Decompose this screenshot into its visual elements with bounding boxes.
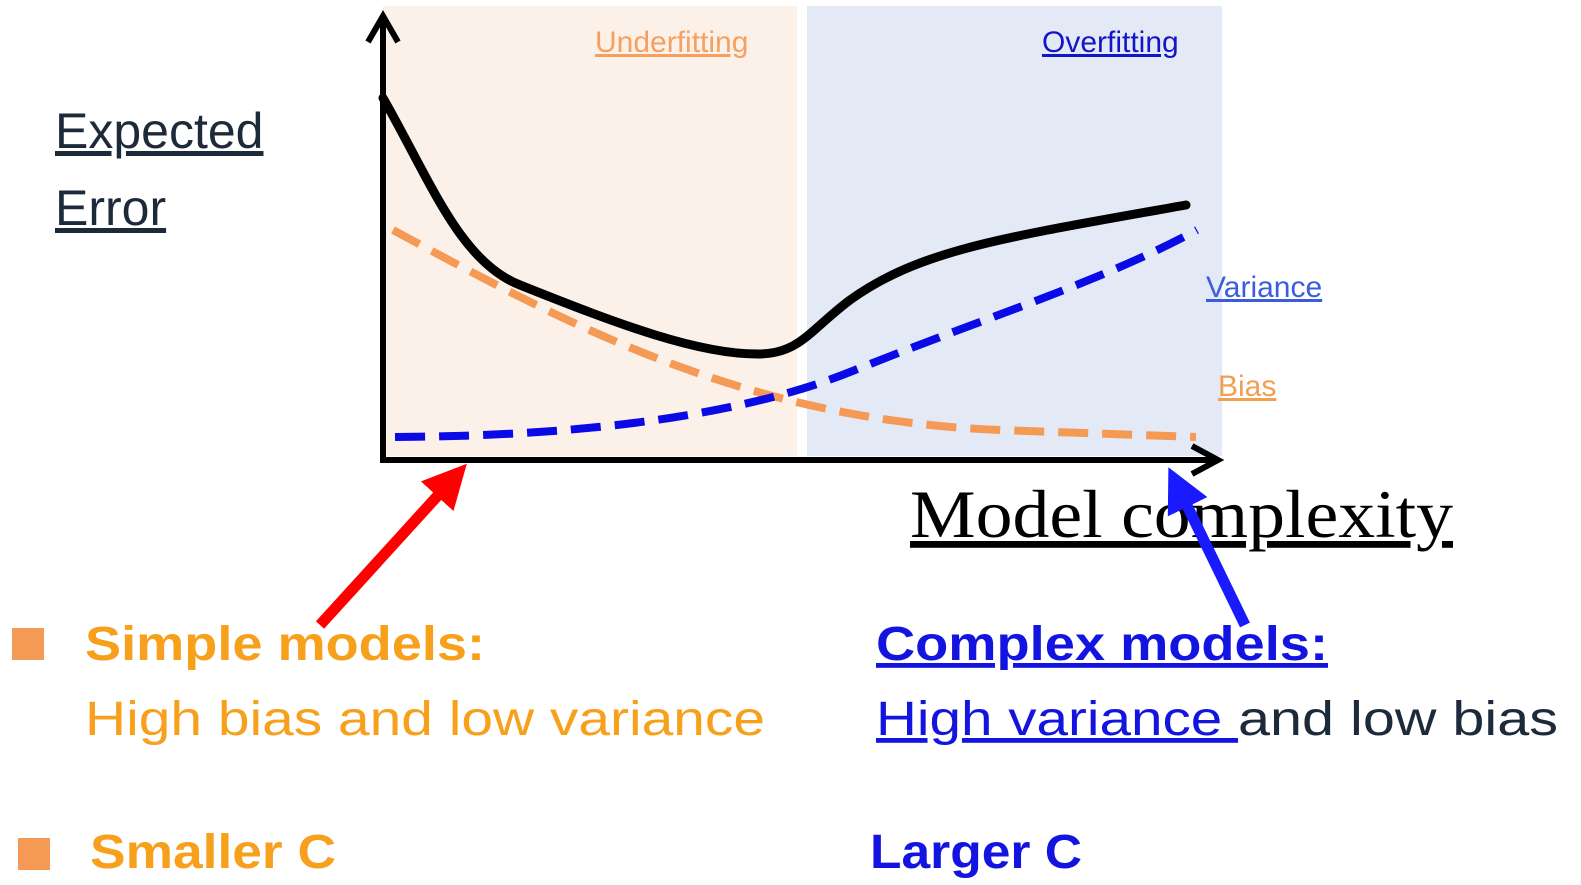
simple-arrow	[315, 463, 467, 629]
bias-label: Bias	[1218, 370, 1276, 403]
overfitting-label: Overfitting	[1042, 26, 1179, 59]
smaller-c: Smaller C	[90, 826, 336, 879]
y-axis-label: Expected	[55, 103, 263, 159]
complex-heading: Complex models:	[876, 618, 1328, 671]
bias-curve	[391, 226, 1197, 441]
simple-heading: Simple models:	[85, 618, 485, 671]
variance-label: Variance	[1206, 271, 1322, 304]
simple-text: High bias and low variance	[85, 693, 765, 746]
complex-text: High variance and low bias	[876, 693, 1558, 746]
complex-arrow	[1167, 467, 1250, 628]
bullet	[18, 838, 50, 870]
complex-text-highlight: High variance	[876, 693, 1238, 746]
y-axis-label: Error	[55, 180, 166, 236]
y-axis	[365, 9, 401, 460]
error-curve	[378, 93, 1191, 359]
complex-text-rest: and low bias	[1238, 693, 1558, 746]
variance-curve	[394, 226, 1199, 441]
bullet	[12, 628, 44, 660]
overfitting-region	[807, 6, 1222, 456]
underfitting-label: Underfitting	[595, 26, 748, 59]
larger-c: Larger C	[870, 826, 1082, 879]
